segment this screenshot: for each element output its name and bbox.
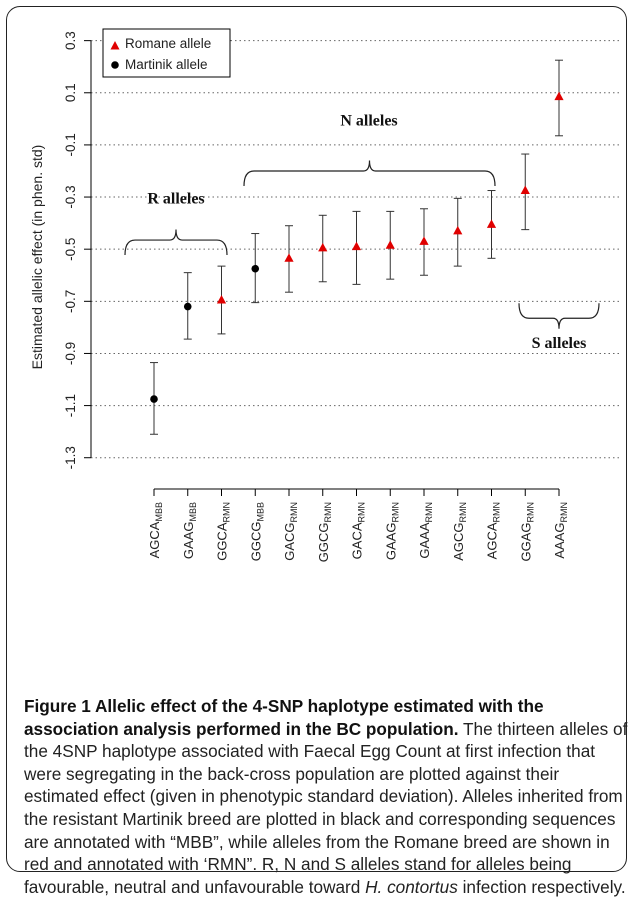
x-tick-label: AAAGRMN bbox=[552, 502, 569, 559]
n-alleles-label: N alleles bbox=[340, 112, 397, 129]
x-tick-label: AGCARMN bbox=[485, 502, 502, 559]
romane-point bbox=[419, 236, 429, 245]
romane-point bbox=[554, 91, 564, 101]
figure-caption: Figure 1 Allelic effect of the 4-SNP hap… bbox=[24, 695, 629, 898]
x-tick-label: GGCGRMN bbox=[316, 502, 333, 562]
y-tick-label: -0.5 bbox=[63, 238, 78, 261]
y-tick-label: 0.1 bbox=[63, 83, 78, 102]
legend-martinik-label: Martinik allele bbox=[125, 57, 208, 72]
legend-romane-label: Romane allele bbox=[125, 36, 211, 51]
x-tick-label: GGCARMN bbox=[215, 502, 232, 561]
romane-point bbox=[318, 242, 328, 252]
romane-point bbox=[453, 225, 463, 235]
n-alleles-brace bbox=[243, 160, 496, 186]
martinik-point bbox=[251, 264, 260, 273]
x-tick-label: GAAGRMN bbox=[383, 502, 400, 560]
r-alleles-label: R alleles bbox=[147, 191, 204, 208]
caption-body: The thirteen alleles of the 4SNP haploty… bbox=[24, 718, 628, 897]
y-tick-label: -0.9 bbox=[63, 342, 78, 365]
y-tick-label: -0.3 bbox=[63, 185, 78, 208]
romane-point bbox=[385, 240, 395, 249]
x-tick-label: GAAGMBB bbox=[181, 502, 198, 559]
martinik-point bbox=[183, 302, 192, 311]
s-alleles-label: S alleles bbox=[532, 335, 587, 352]
caption-title: Figure 1 Allelic effect of the 4-SNP hap… bbox=[24, 696, 544, 739]
romane-point bbox=[216, 295, 227, 304]
y-tick-label: -1.3 bbox=[63, 446, 78, 469]
legend-box bbox=[102, 28, 231, 78]
legend-romane-marker bbox=[110, 41, 120, 50]
romane-point bbox=[486, 219, 497, 228]
s-alleles-brace bbox=[518, 303, 600, 329]
figure-frame: 0.3 0.1 -0.1 -0.3 -0.5 -0.7 -0.9 -1.1 -1.3 Estima… bbox=[6, 6, 627, 897]
x-tick-label: AGCGRMN bbox=[451, 502, 468, 561]
martinik-point bbox=[150, 395, 158, 403]
r-alleles-brace bbox=[124, 229, 228, 256]
x-tick-label: GACARMN bbox=[350, 502, 367, 559]
legend-martinik-marker bbox=[111, 61, 119, 69]
y-tick-label: 0.3 bbox=[63, 31, 78, 50]
romane-point bbox=[284, 253, 294, 262]
romane-point bbox=[520, 185, 530, 195]
x-tick-label: GGCGMBB bbox=[248, 502, 265, 561]
caption-species: H. contortus bbox=[365, 876, 458, 897]
x-tick-label: AGCAMBB bbox=[147, 502, 164, 558]
y-tick-label: -1.1 bbox=[63, 394, 78, 417]
x-tick-label: GACGRMN bbox=[282, 502, 299, 561]
romane-point bbox=[351, 241, 362, 251]
x-tick-label: GAAARMN bbox=[417, 502, 434, 559]
caption-tail: infection respectively. bbox=[457, 876, 626, 897]
legend: Romane allele Martinik allele bbox=[102, 28, 231, 78]
y-tick-label: -0.7 bbox=[63, 290, 78, 313]
y-axis-label: Estimated allelic effect (in phen. std) bbox=[29, 145, 45, 370]
y-tick-label: -0.1 bbox=[63, 133, 78, 156]
x-tick-label: GGAGRMN bbox=[518, 502, 535, 562]
chart: 0.3 0.1 -0.1 -0.3 -0.5 -0.7 -0.9 -1.1 -1.3 Estima… bbox=[29, 28, 619, 562]
